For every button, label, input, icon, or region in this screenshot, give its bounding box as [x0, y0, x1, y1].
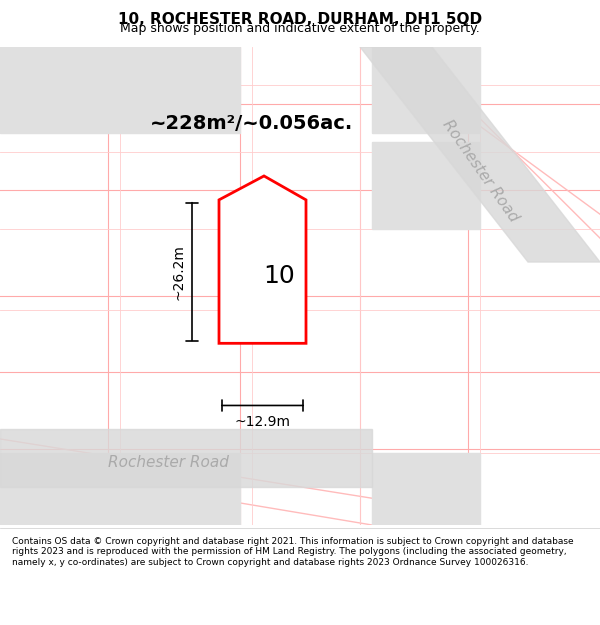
Text: ~228m²/~0.056ac.: ~228m²/~0.056ac. [151, 114, 353, 133]
Bar [372, 47, 480, 133]
Text: 10: 10 [263, 264, 295, 288]
Bar [108, 47, 240, 133]
Text: Rochester Road: Rochester Road [107, 456, 229, 471]
Bar [372, 142, 480, 229]
Bar [108, 453, 240, 525]
Text: ~12.9m: ~12.9m [235, 415, 290, 429]
Text: Contains OS data © Crown copyright and database right 2021. This information is : Contains OS data © Crown copyright and d… [12, 537, 574, 567]
Bar [0, 429, 372, 487]
Bar [0, 453, 108, 525]
Text: Map shows position and indicative extent of the property.: Map shows position and indicative extent… [120, 22, 480, 35]
Polygon shape [219, 176, 306, 343]
Text: ~26.2m: ~26.2m [172, 244, 186, 299]
Bar [372, 453, 480, 525]
Bar [0, 47, 108, 133]
Text: Rochester Road: Rochester Road [439, 118, 521, 225]
Polygon shape [360, 47, 600, 262]
Text: 10, ROCHESTER ROAD, DURHAM, DH1 5QD: 10, ROCHESTER ROAD, DURHAM, DH1 5QD [118, 12, 482, 27]
